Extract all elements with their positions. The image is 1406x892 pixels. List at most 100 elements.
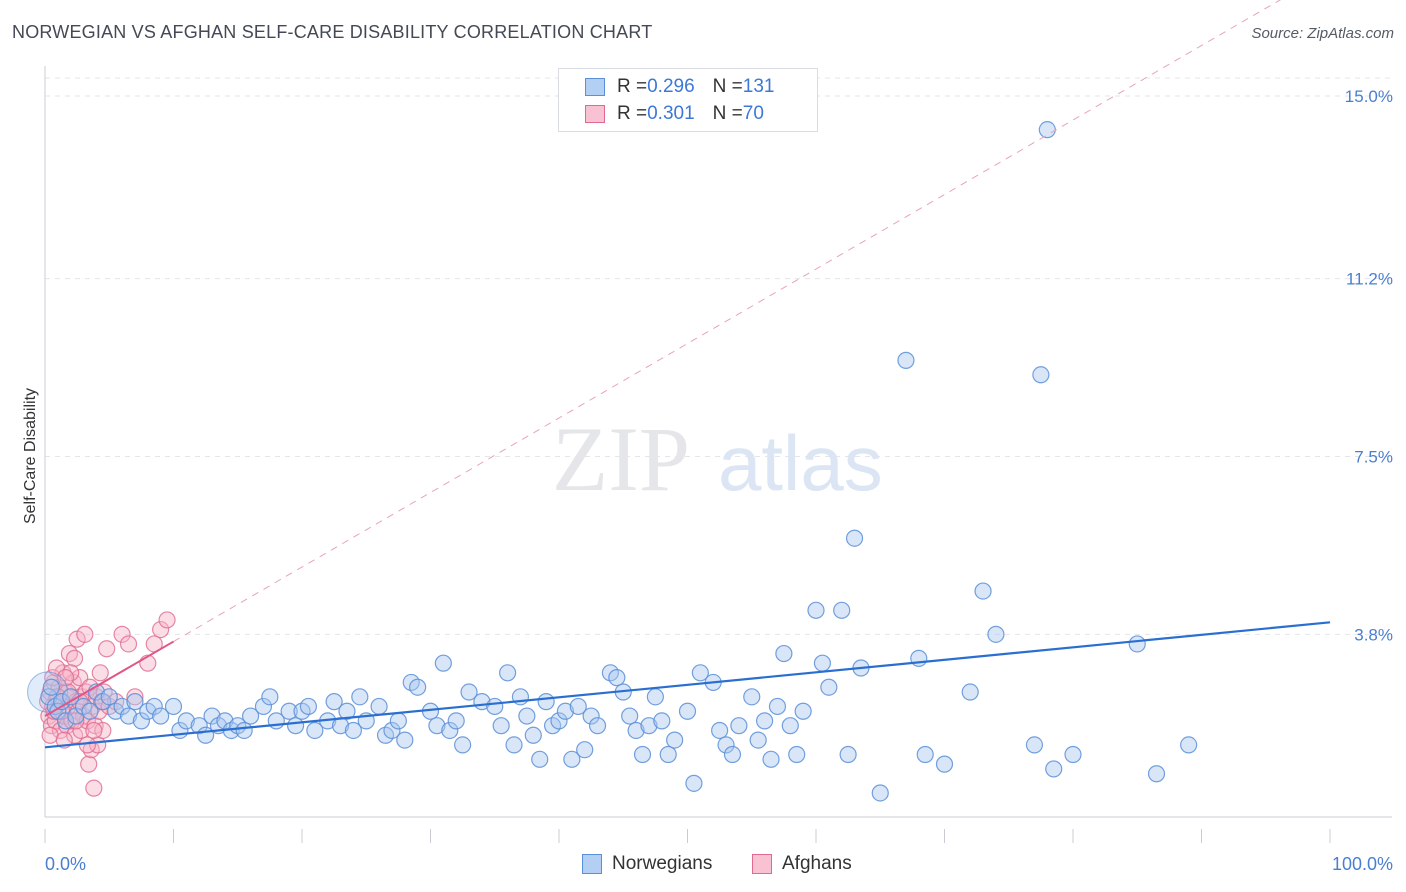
norwegian-point [389, 712, 407, 730]
norwegian-point [659, 745, 677, 764]
norwegian-point [582, 707, 600, 725]
afghan-point [62, 664, 80, 682]
legend-row-afghans: R = 0.301 N = 70 [585, 102, 764, 126]
norwegian-point [505, 736, 523, 754]
norwegian-point [961, 683, 979, 701]
norwegian-point [396, 731, 414, 749]
norwegian-point [1128, 635, 1146, 653]
afghan-point [80, 755, 98, 773]
norwegian-point [845, 529, 864, 547]
norwegian-point [261, 688, 279, 706]
norwegian-point [755, 712, 774, 730]
norwegian-point [235, 721, 253, 740]
norwegian-point [119, 707, 138, 725]
norwegian-point [1025, 736, 1044, 754]
watermark: ZIP atlas [552, 408, 883, 510]
series-swatch-norwegians [582, 854, 602, 874]
norwegian-point [621, 707, 639, 725]
norwegian-points [27, 121, 1198, 802]
norwegian-point [164, 697, 183, 716]
norwegian-point [666, 731, 684, 749]
norwegian-point [563, 750, 581, 768]
y-tick-label: 11.2% [1346, 270, 1393, 289]
norwegian-point [132, 712, 150, 730]
afghan-point [60, 644, 79, 663]
norwegian-point [691, 664, 709, 682]
norwegian-point [145, 697, 163, 716]
norwegian-point [833, 601, 851, 619]
norwegian-point [40, 688, 58, 706]
norwegian-point [325, 693, 343, 711]
afghan-point [56, 669, 75, 687]
norwegian-trend-line [44, 621, 1331, 749]
norwegian-point [1147, 765, 1166, 783]
norwegian-point [550, 712, 568, 730]
norwegian-point [454, 736, 472, 754]
norwegian-point [499, 664, 517, 682]
norwegian-point [646, 688, 664, 706]
norwegian-point [428, 717, 446, 735]
x-tick-labels: 0.0% 100.0% [45, 854, 1393, 874]
norwegian-point [56, 712, 75, 730]
afghan-point [98, 640, 116, 658]
norwegian-point [306, 721, 324, 740]
afghan-trend-line [44, 640, 175, 717]
norwegian-point [190, 717, 208, 735]
norwegian-point [633, 745, 652, 764]
norwegian-point [627, 721, 645, 740]
series-label-afghans: Afghans [782, 853, 852, 874]
norwegian-point [286, 717, 305, 735]
afghan-point [59, 683, 77, 701]
norwegian-point [486, 697, 504, 716]
norwegian-point [723, 745, 742, 764]
norwegian-point [794, 702, 812, 720]
norwegian-point [576, 741, 594, 759]
norwegian-point [1064, 745, 1082, 764]
legend-r-label: R = [617, 76, 648, 97]
norwegian-point [762, 750, 780, 768]
norwegian-point [383, 721, 401, 740]
series-label-norwegians: Norwegians [612, 853, 713, 874]
norwegian-point [113, 697, 131, 716]
afghan-point [94, 721, 112, 740]
x-tick-label: 0.0% [45, 854, 86, 874]
legend-n-value: 70 [742, 103, 764, 124]
norwegian-point [916, 745, 934, 764]
legend-r-label: R = [617, 103, 648, 124]
norwegian-point [1045, 760, 1063, 778]
legend-n-value: 131 [742, 76, 775, 97]
norwegian-point [518, 707, 536, 725]
norwegian-point [768, 697, 787, 716]
norwegian-point [409, 678, 427, 696]
afghan-point [119, 635, 138, 653]
norwegian-point [839, 745, 857, 764]
legend-n-label: N = [712, 76, 743, 97]
correlation-legend: R = 0.296 N = 131 R = 0.301 N = 70 [558, 68, 818, 132]
afghan-point [85, 779, 103, 797]
afghan-point [65, 649, 84, 667]
norwegian-point [177, 712, 195, 730]
legend-n-label: N = [712, 103, 743, 124]
afghan-point [76, 625, 94, 643]
afghan-point [91, 664, 109, 682]
source-label: Source: ZipAtlas.com [1251, 25, 1394, 42]
norwegian-point [717, 736, 735, 754]
norwegian-point [678, 702, 697, 720]
afghan-point [85, 721, 103, 740]
norwegian-point [537, 693, 555, 711]
x-tick-label: 100.0% [1332, 854, 1393, 874]
norwegian-point [653, 712, 671, 730]
norwegian-point [1032, 366, 1050, 384]
norwegian-point [460, 683, 478, 701]
afghan-point [78, 736, 97, 754]
norwegian-point [781, 717, 799, 735]
norwegian-point [569, 697, 587, 716]
legend-swatch-afghans [585, 105, 605, 123]
norwegian-point [685, 774, 703, 792]
norwegian-point [813, 654, 832, 672]
y-tick-label: 15.0% [1345, 87, 1393, 106]
gridlines [45, 77, 1392, 635]
norwegian-point [1180, 736, 1198, 754]
norwegian-point [203, 707, 221, 725]
